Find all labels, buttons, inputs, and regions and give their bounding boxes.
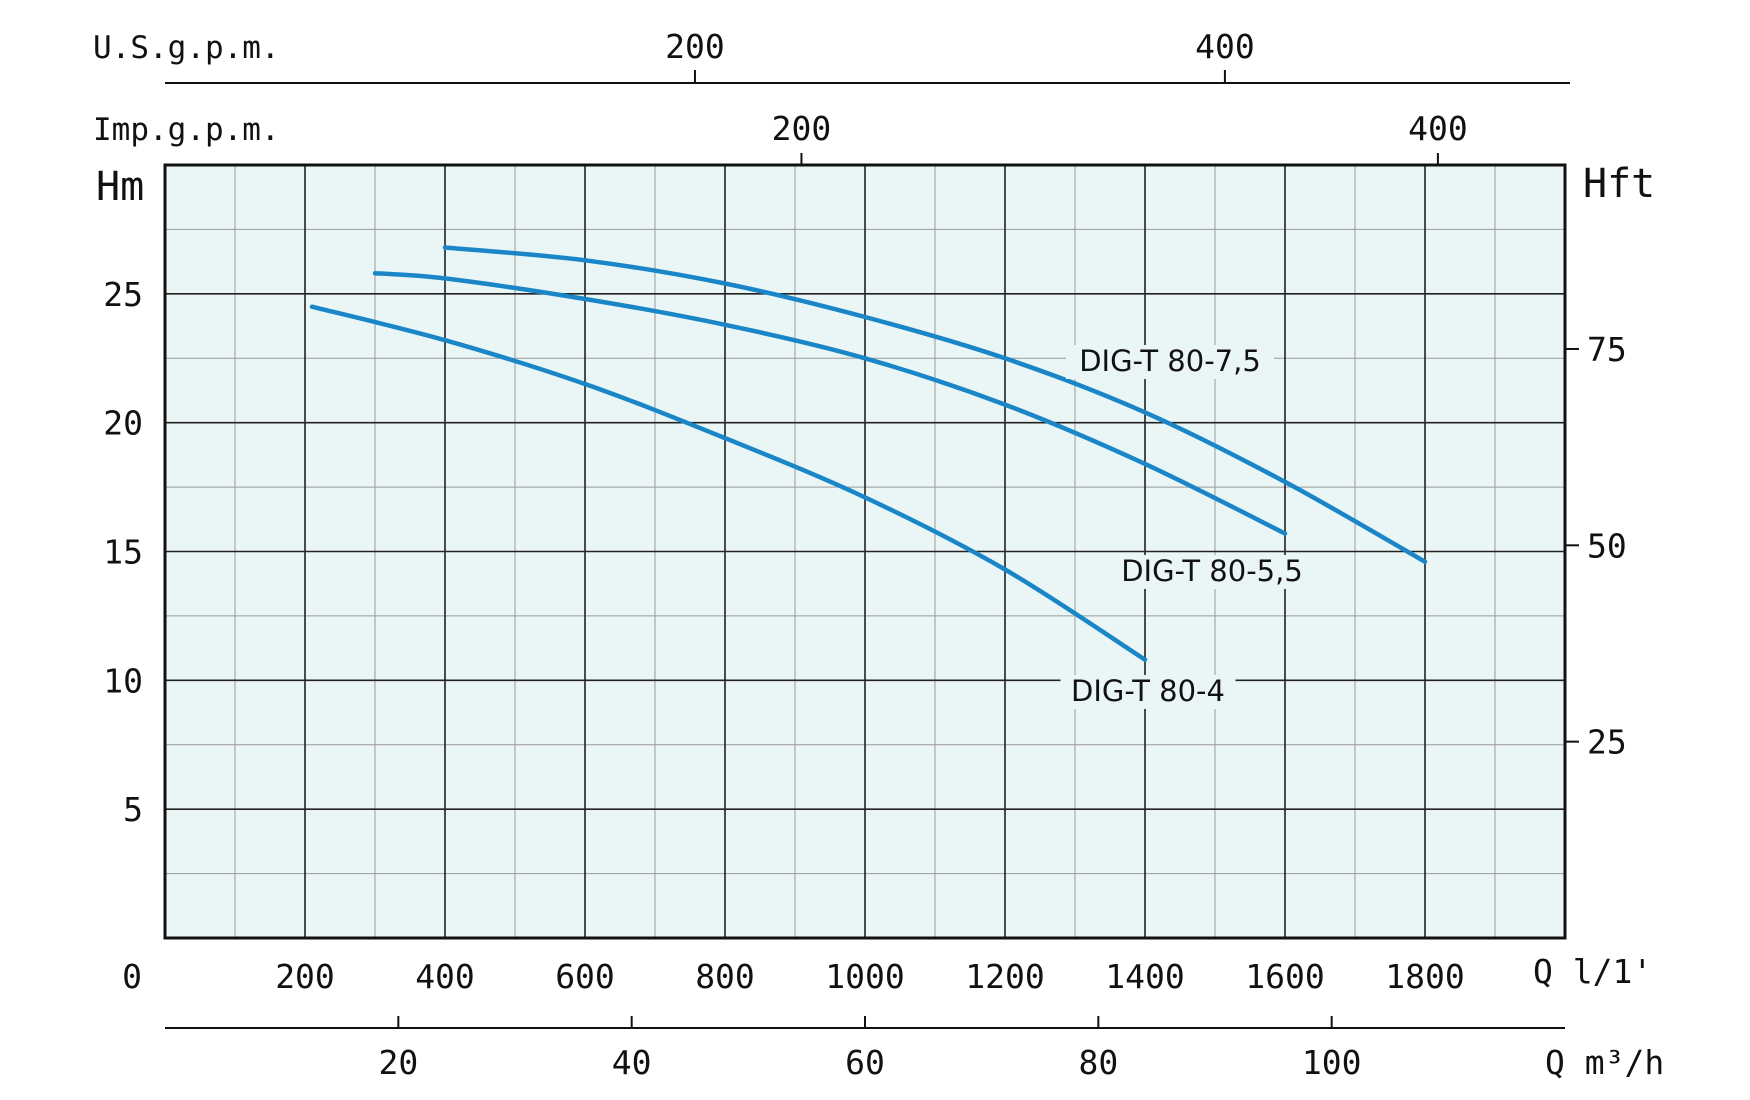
x-tick-label: 600	[555, 957, 615, 996]
x-tick-label: 1800	[1385, 957, 1464, 996]
us-gpm-tick-label: 200	[665, 27, 725, 66]
us-gpm-axis-label: U.S.g.p.m.	[93, 30, 280, 66]
y-tick-label: 25	[103, 275, 143, 314]
imp-gpm-tick-label: 200	[772, 109, 832, 148]
x-tick-label: 400	[415, 957, 475, 996]
us-gpm-tick-label: 400	[1195, 27, 1255, 66]
x-tick-label: 1600	[1245, 957, 1324, 996]
m3h-axis-label: Q m³/h	[1545, 1043, 1664, 1082]
imp-gpm-axis-label: Imp.g.p.m.	[93, 112, 280, 148]
y-tick-label: 15	[103, 533, 143, 572]
curve-label-background	[1066, 345, 1274, 379]
axis-ticks: 200 400 600 800 1000 1200 1400 1600 180051015202…	[103, 27, 1627, 1082]
curve-dig-t-80-7-5	[442, 245, 1428, 565]
m3h-tick-label: 20	[378, 1043, 418, 1082]
m3h-tick-label: 80	[1078, 1043, 1118, 1082]
curve-label-background	[1060, 675, 1236, 709]
plot-frame	[163, 163, 1567, 940]
left-axis-label: Hm	[96, 164, 144, 210]
curve-label-dig-t-80-4: DIG-T 80-4	[1071, 674, 1225, 708]
right-axis-label: Hft	[1583, 161, 1655, 207]
x-tick-label: 1200	[965, 957, 1044, 996]
x-tick-label: 1400	[1105, 957, 1184, 996]
curve-dig-t-80-4	[309, 304, 1148, 662]
curve-label-background	[1108, 555, 1316, 589]
curve-label-dig-t-80-7-5: DIG-T 80-7,5	[1079, 344, 1261, 378]
right-tick-label: 25	[1587, 723, 1627, 762]
imp-gpm-tick-label: 400	[1408, 109, 1468, 148]
x-tick-label: 200	[275, 957, 335, 996]
x-tick-label: 800	[695, 957, 755, 996]
m3h-tick-label: 60	[845, 1043, 885, 1082]
m3h-tick-label: 40	[612, 1043, 652, 1082]
origin-label: 0	[122, 957, 142, 996]
right-tick-label: 75	[1587, 330, 1627, 369]
y-tick-label: 5	[123, 790, 143, 829]
x-axis-label: Q l/1'	[1533, 952, 1652, 991]
x-tick-label: 1000	[825, 957, 904, 996]
curve-label-dig-t-80-5-5: DIG-T 80-5,5	[1121, 554, 1303, 588]
m3h-tick-label: 100	[1302, 1043, 1362, 1082]
y-tick-label: 10	[103, 661, 143, 700]
y-tick-label: 20	[103, 404, 143, 443]
major-gridlines	[165, 165, 1565, 938]
curve-dig-t-80-5-5	[372, 270, 1288, 536]
pump-curves: DIG-T 80-4 DIG-T 80-5,5 DIG-T 80-7,5	[309, 245, 1428, 709]
right-tick-label: 50	[1587, 526, 1627, 565]
